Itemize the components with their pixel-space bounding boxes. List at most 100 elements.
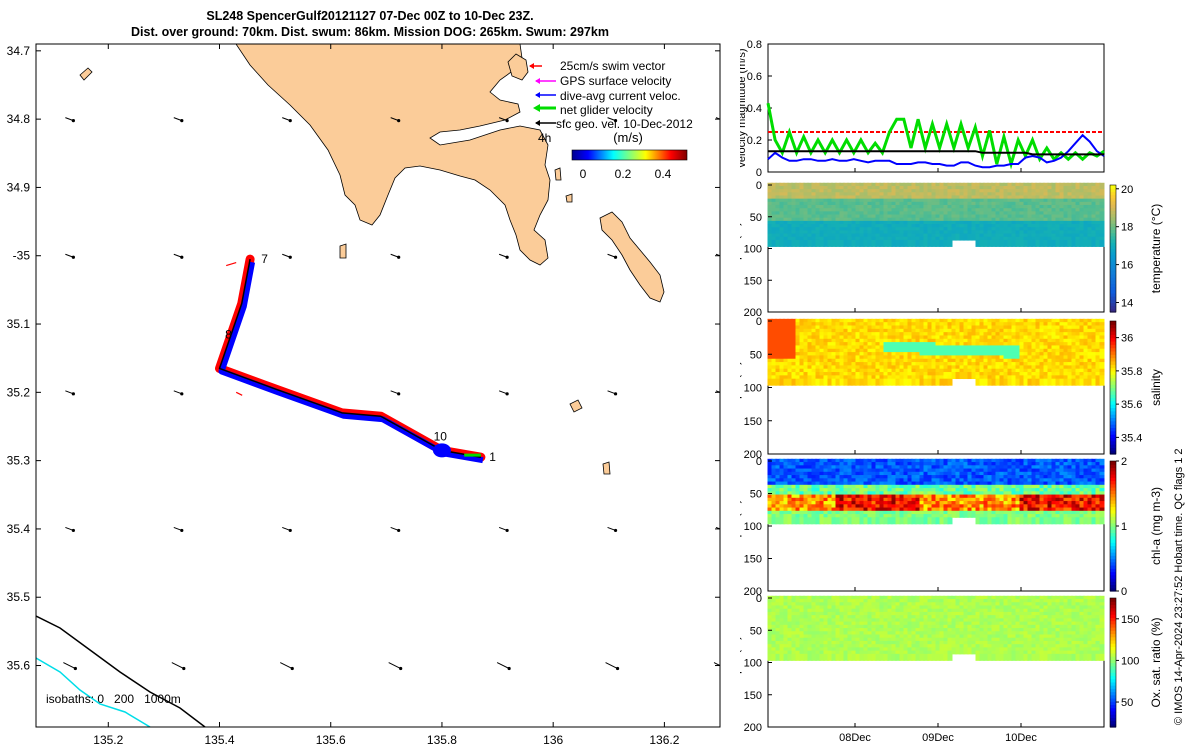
salinity-cbar-tick: 35.6 [1121,399,1142,411]
velocity-ytick: 0.2 [747,135,762,147]
temperature-ytick: 150 [744,275,762,287]
legend-net: net glider velocity [560,103,653,117]
time-xtick: 10Dec [1005,732,1037,744]
salinity-ytick: 100 [744,383,762,395]
velocity-series-line [768,150,1104,156]
salinity-ytick: 150 [744,416,762,428]
copyright-note: © IMOS 14-Apr-2024 23:27:52 Hobart time.… [1173,448,1185,725]
isobath-0m [36,615,206,727]
salinity-heatmap-cells [767,318,1105,386]
salinity-cbar-tick: 36 [1121,333,1133,345]
chla-cbar-tick: 1 [1121,521,1127,533]
glider-track: 1 10 8 7 [215,252,496,464]
day-label: 7 [261,252,268,266]
velocity-ytick: 0 [756,167,762,179]
temperature-cbar-label: temperature (°C) [1149,204,1163,294]
salinity-ylabel: Depth (m) [740,361,742,414]
oxygen-ytick: 200 [744,722,762,734]
temperature-cbar-tick: 20 [1121,184,1133,196]
title-line-1: SL248 SpencerGulf20121127 07-Dec 00Z to … [206,9,534,23]
map-axis-ticks: 135.2 135.4 135.6 135.8 136 136.234.734.834.9… [7,44,720,747]
time-xtick: 08Dec [839,732,871,744]
salinity-ytick: 200 [744,449,762,461]
map-xtick-label: 135.6 [316,733,346,747]
velocity-ytick: 0.4 [747,103,762,115]
map-xtick-label: 135.8 [427,733,457,747]
oxygen-panel: 0 50 100 150 200 Depth (m) 50 100 150 Ox. sat. ra… [740,593,1163,744]
temperature-cbar-tick: 16 [1121,260,1133,272]
chla-ytick: 50 [750,489,762,501]
land-island-east [599,211,665,303]
chla-ytick: 200 [744,586,762,598]
map-ytick-label: 35.2 [7,385,31,399]
chla-cbar-tick: 0 [1121,586,1127,598]
map-ytick-label: 35.5 [7,590,31,604]
oxygen-cbar-label: Ox. sat. ratio (%) [1149,617,1163,707]
legend-4h: 4h [538,131,551,145]
legend-swim: 25cm/s swim vector [560,59,665,73]
legend-sfc: sfc geo. vel. 10-Dec-2012 [556,117,693,131]
oxygen-ylabel: Depth (m) [740,636,742,689]
speed-colorbar [571,149,688,161]
velocity-ylabel: velocity magnitude (m/s) [740,48,748,167]
swim-vector-arrow [235,391,243,396]
salinity-panel: 0 50 100 150 200 Depth (m) 35.4 35.6 35.8 36 salin… [740,316,1163,461]
time-xtick: 09Dec [922,732,954,744]
isobaths-label: isobaths: 0 200 1000m [46,692,181,706]
colorbar-tick-2: 0.4 [655,167,672,181]
velocity-frame [767,43,1105,173]
land-island-north [507,53,529,81]
map-xtick-label: 135.2 [93,733,123,747]
swim-vector-arrow [226,261,237,267]
colorbar-title: (m/s) [613,130,643,145]
colorbar-tick-1: 0.2 [615,167,632,181]
day-label: 8 [225,327,232,341]
map-frame [35,43,721,728]
map-legend: 25cm/s swim vector GPS surface velocity … [529,59,693,181]
oxygen-ytick: 100 [744,658,762,670]
salinity-cbar-label: salinity [1149,369,1163,406]
day-label: 10 [434,430,448,444]
temperature-ylabel: Depth (m) [740,222,742,275]
temperature-ytick: 50 [750,212,762,224]
oxygen-ytick: 0 [756,593,762,605]
temperature-colorbar [1109,184,1117,313]
velocity-series-line [767,133,1105,169]
chla-ytick: 0 [756,456,762,468]
map-chart: 1 10 8 7 135.2 135.4 135.6 135.8 136 136.2 34.7 34… [7,43,721,747]
chla-cbar-tick: 2 [1121,456,1127,468]
legend-dive: dive-avg current veloc. [560,89,681,103]
oxygen-colorbar [1109,597,1117,728]
chla-ytick: 100 [744,521,762,533]
map-ytick-label: 34.9 [7,180,31,194]
map-ytick-label: 35.6 [7,659,31,673]
salinity-cbar-tick: 35.8 [1121,366,1142,378]
oxygen-ytick: 50 [750,625,762,637]
velocity-ytick: 0.8 [747,39,762,51]
temperature-cbar-tick: 18 [1121,222,1133,234]
temperature-ytick: 200 [744,307,762,319]
swim-vectors [215,254,486,462]
dive-avg-current [432,443,451,458]
velocity-ytick: 0.6 [747,71,762,83]
salinity-ytick: 50 [750,349,762,361]
salinity-cbar-tick: 35.4 [1121,432,1142,444]
oxygen-heatmap-cells [767,595,1105,661]
oxygen-ytick: 150 [744,690,762,702]
map-ytick-label: 35.1 [7,317,31,331]
day-label: 1 [489,450,496,464]
chla-ylabel: Depth (m) [740,499,742,552]
map-xtick-label: 135.4 [204,733,234,747]
figure-title: SL248 SpencerGulf20121127 07-Dec 00Z to … [0,8,740,40]
chla-heatmap-cells [767,458,1105,525]
map-ytick-label: 34.7 [7,44,31,58]
title-line-2: Dist. over ground: 70km. Dist. swum: 86k… [131,25,609,39]
salinity-ytick: 0 [756,316,762,328]
land-mainland [235,44,551,266]
chla-ytick: 150 [744,554,762,566]
salinity-colorbar [1109,320,1117,455]
oxygen-cbar-tick: 100 [1121,655,1139,667]
oxygen-cbar-tick: 50 [1121,697,1133,709]
